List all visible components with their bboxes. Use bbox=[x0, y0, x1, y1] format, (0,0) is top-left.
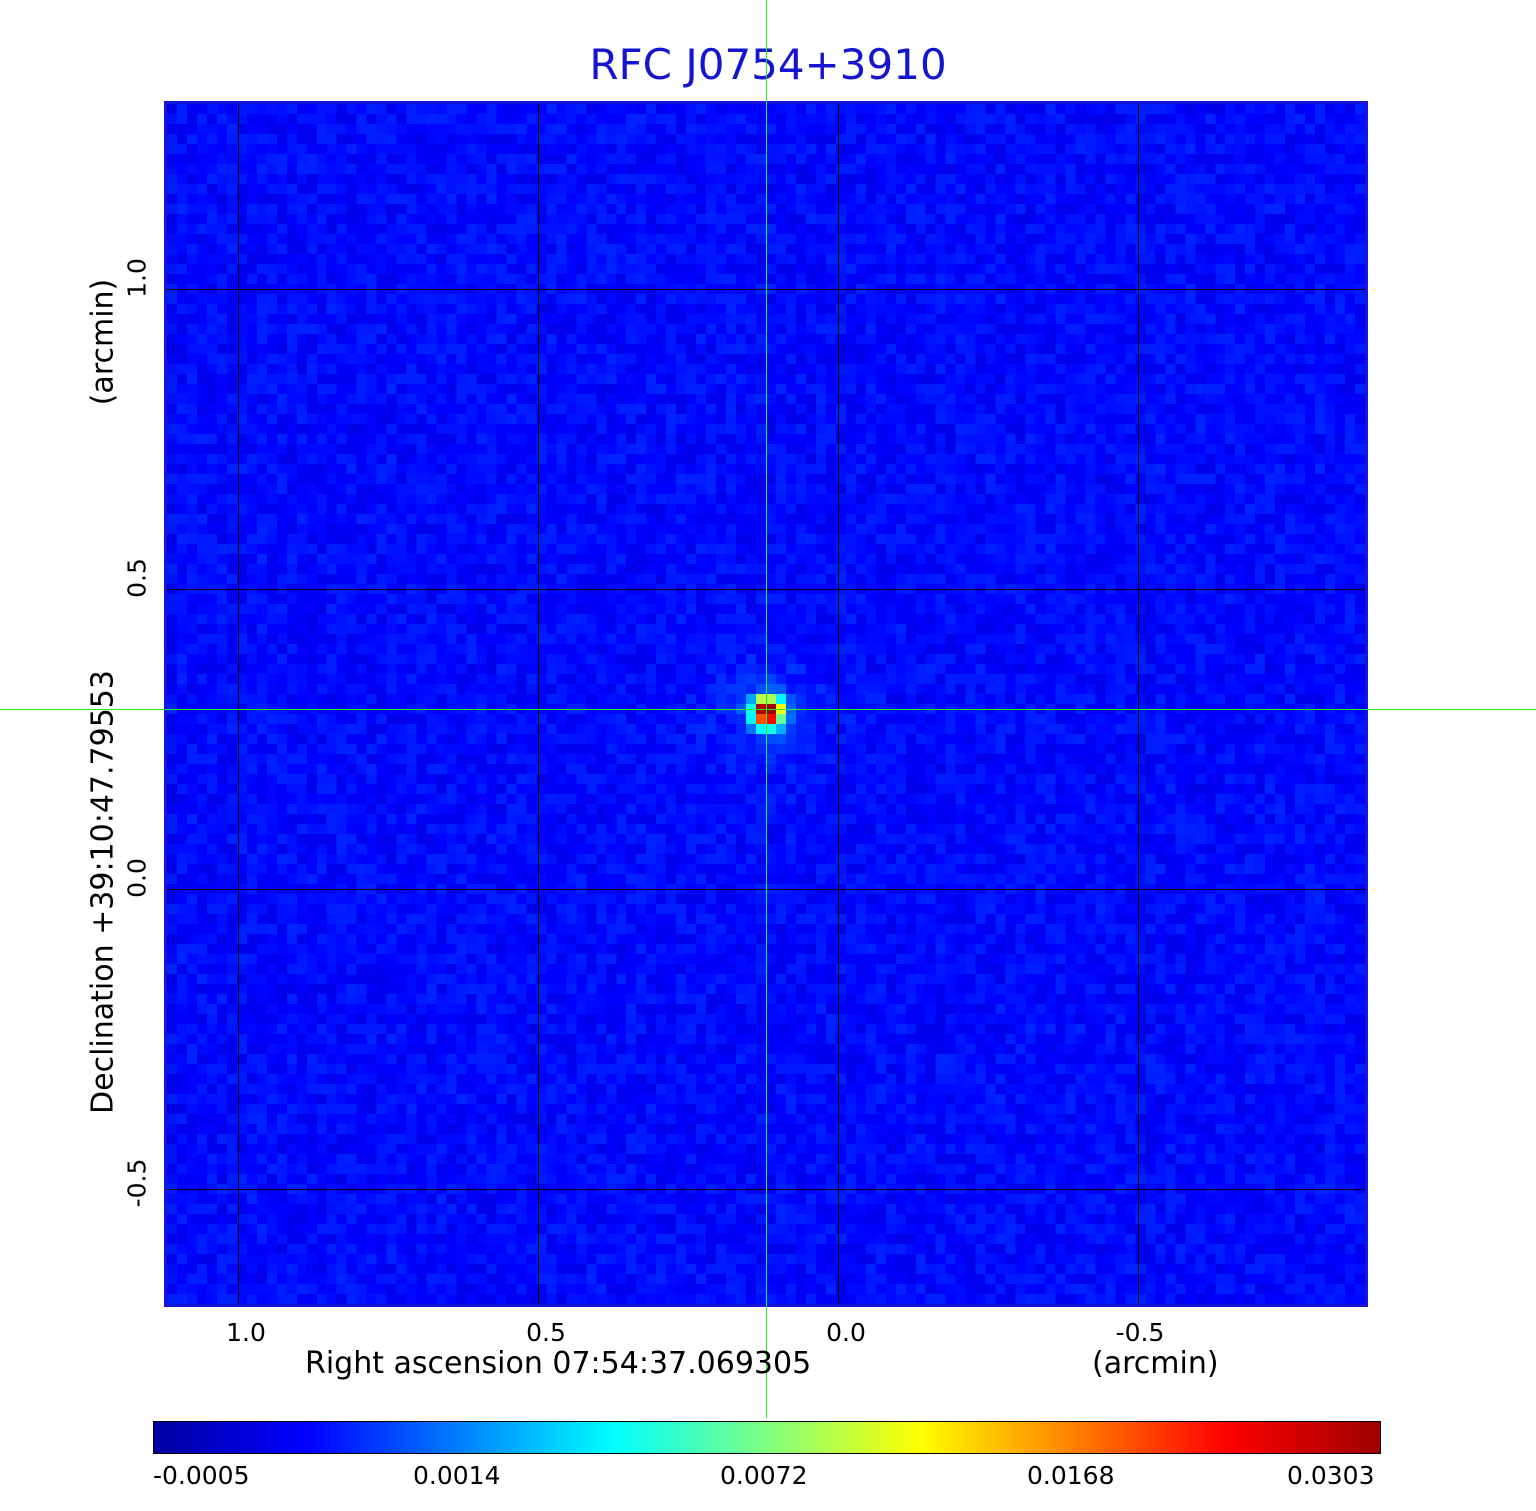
grid-line-vertical bbox=[838, 104, 839, 1304]
image-title: RFC J0754+3910 bbox=[589, 40, 947, 89]
colorbar-label: 0.0168 bbox=[1027, 1461, 1115, 1490]
x-tick-label: -0.5 bbox=[1115, 1318, 1165, 1347]
y-tick-label: 0.5 bbox=[122, 558, 152, 598]
colorbar-label: 0.0014 bbox=[413, 1461, 501, 1490]
x-axis-label: Right ascension 07:54:37.069305 bbox=[305, 1346, 812, 1381]
colorbar-label: 0.0303 bbox=[1287, 1461, 1375, 1490]
y-tick-label: -0.5 bbox=[122, 1158, 152, 1208]
y-axis-label: Declination +39:10:47.79553 bbox=[85, 670, 121, 1114]
x-tick-label: 1.0 bbox=[226, 1318, 266, 1347]
grid-line-vertical bbox=[238, 104, 239, 1304]
x-tick-label: 0.5 bbox=[526, 1318, 566, 1347]
colorbar-label: 0.0072 bbox=[720, 1461, 808, 1490]
x-axis-unit: (arcmin) bbox=[1092, 1346, 1219, 1381]
grid-line-vertical bbox=[538, 104, 539, 1304]
y-tick-label: 1.0 bbox=[122, 258, 152, 298]
x-tick-label: 0.0 bbox=[826, 1318, 866, 1347]
colorbar-label: -0.0005 bbox=[153, 1461, 250, 1490]
colorbar bbox=[153, 1421, 1381, 1454]
grid-line-vertical bbox=[1138, 104, 1139, 1304]
crosshair-horizontal bbox=[0, 709, 1536, 710]
y-axis-unit: (arcmin) bbox=[85, 278, 121, 406]
y-tick-label: 0.0 bbox=[122, 858, 152, 898]
